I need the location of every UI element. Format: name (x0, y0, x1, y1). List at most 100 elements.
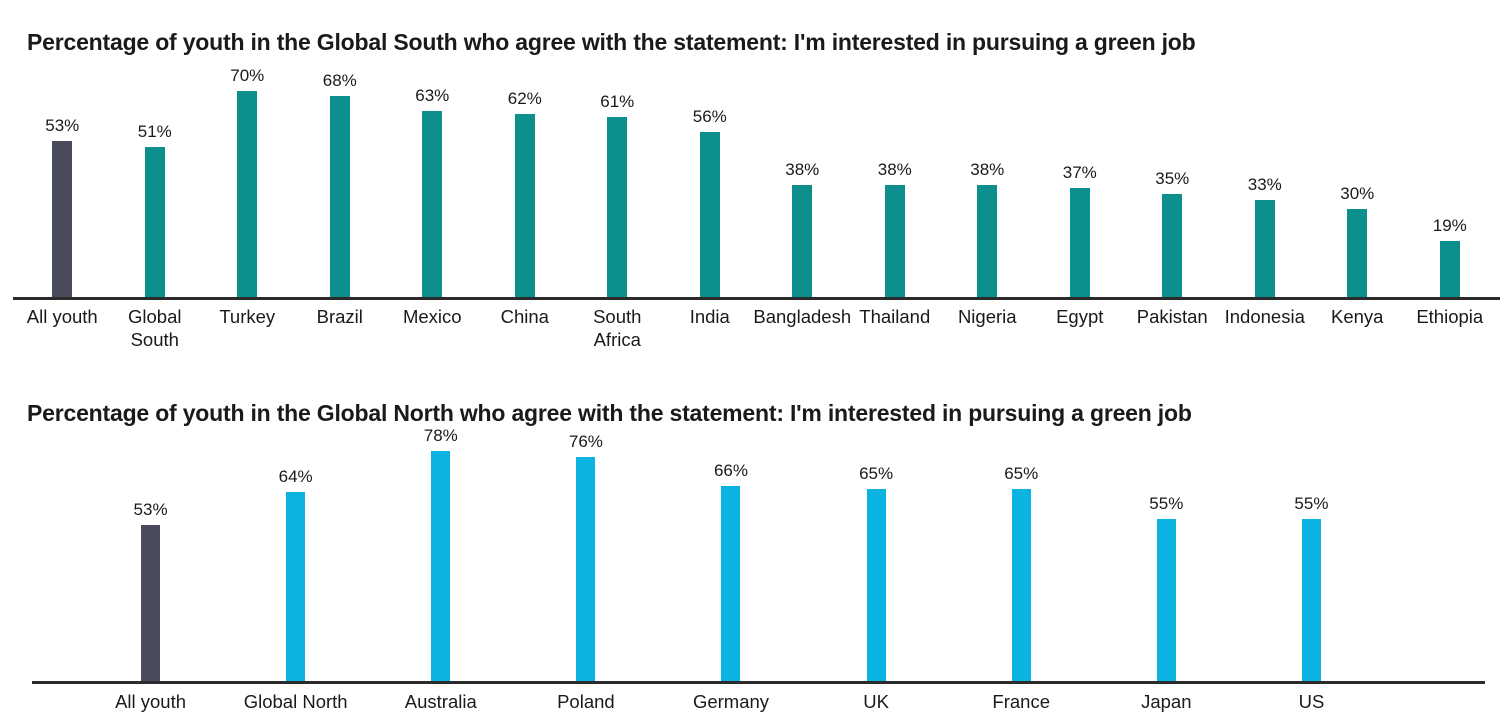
bar-column-mexico: 63% (386, 86, 479, 297)
bar-india (699, 131, 720, 297)
bar-all-youth (141, 524, 161, 681)
bar-value-label-germany: 66% (713, 461, 748, 481)
bar-column-japan: 55% (1094, 494, 1239, 681)
category-label-nigeria: Nigeria (941, 305, 1034, 328)
bar-turkey (237, 90, 258, 297)
bar-column-thailand: 38% (849, 160, 942, 297)
bar-column-turkey: 70% (201, 66, 294, 297)
bar-thailand (884, 184, 905, 297)
category-label-text: Bangladesh (753, 306, 852, 327)
category-label-text: Nigeria (957, 306, 1017, 327)
bar-column-all-youth: 53% (16, 116, 109, 297)
bar-column-global-south: 51% (109, 122, 202, 297)
category-label-turkey: Turkey (201, 305, 294, 328)
bar-germany (721, 486, 741, 681)
bar-value-label-south-africa: 61% (600, 92, 635, 112)
category-label-mexico: Mexico (386, 305, 479, 328)
bar-column-kenya: 30% (1311, 183, 1404, 297)
bar-value-label-all-youth: 53% (133, 499, 168, 519)
bar-value-label-pakistan: 35% (1155, 168, 1190, 188)
category-label-japan: Japan (1094, 690, 1239, 713)
plot-area-global-north: 53% 64% 78% 76% 66% 65% 65% 55% 55% (78, 426, 1384, 681)
category-label-global-south: Global South (109, 305, 202, 351)
bar-bangladesh (792, 184, 813, 297)
category-label-indonesia: Indonesia (1219, 305, 1312, 328)
category-label-australia: Australia (368, 690, 513, 713)
category-label-germany: Germany (658, 690, 803, 713)
bar-australia (431, 450, 451, 681)
bar-china (514, 114, 535, 297)
category-label-text: India (689, 306, 730, 327)
bar-poland (576, 456, 596, 681)
category-label-text: Kenya (1331, 306, 1384, 327)
category-label-text: Ethiopia (1416, 306, 1484, 327)
category-label-text: Mexico (402, 306, 462, 327)
x-axis-line-global-south (13, 297, 1500, 300)
bar-uk (866, 489, 886, 681)
category-label-text: Global North (243, 691, 348, 712)
category-label-text: Germany (692, 691, 770, 712)
bar-value-label-global-south: 51% (137, 121, 172, 141)
plot-area-global-south: 53% 51% 70% 68% 63% 62% 61% 56% 38% 38% 38% 37% 35% 3… (16, 56, 1496, 297)
bar-value-label-ethiopia: 19% (1432, 215, 1467, 235)
category-label-egypt: Egypt (1034, 305, 1127, 328)
category-label-bangladesh: Bangladesh (753, 305, 852, 328)
bar-value-label-kenya: 30% (1340, 183, 1375, 203)
bar-column-france: 65% (949, 464, 1094, 681)
chart-title-global-south: Percentage of youth in the Global South … (27, 29, 1196, 56)
bar-column-brazil: 68% (294, 71, 387, 297)
bar-south-africa (607, 117, 628, 297)
category-label-text: Egypt (1056, 306, 1104, 327)
bar-value-label-australia: 78% (423, 425, 458, 445)
bar-egypt (1069, 187, 1090, 297)
category-label-text: All youth (115, 691, 187, 712)
category-label-text: South Africa (593, 306, 642, 350)
category-label-text: China (500, 306, 549, 327)
category-label-south-africa: South Africa (571, 305, 664, 351)
category-label-ethiopia: Ethiopia (1404, 305, 1497, 328)
bar-pakistan (1162, 193, 1183, 297)
bar-column-india: 56% (664, 107, 757, 297)
category-label-global-north: Global North (223, 690, 368, 713)
bar-value-label-bangladesh: 38% (785, 159, 820, 179)
category-label-kenya: Kenya (1311, 305, 1404, 328)
category-label-text: Turkey (219, 306, 276, 327)
category-axis-global-south: All youth Global South Turkey Brazil Mexico C… (16, 305, 1496, 351)
category-label-text: Pakistan (1136, 306, 1208, 327)
bar-indonesia (1254, 199, 1275, 297)
bar-column-china: 62% (479, 89, 572, 297)
bar-column-pakistan: 35% (1126, 169, 1219, 297)
bar-value-label-indonesia: 33% (1247, 174, 1282, 194)
bar-brazil (329, 96, 350, 297)
bar-france (1011, 489, 1031, 681)
bar-column-germany: 66% (658, 461, 803, 681)
bar-column-poland: 76% (513, 432, 658, 681)
category-label-poland: Poland (513, 690, 658, 713)
category-label-text: Global South (128, 306, 182, 350)
bar-column-egypt: 37% (1034, 163, 1127, 297)
category-label-text: All youth (26, 306, 98, 327)
category-axis-global-north: All youth Global North Australia Poland Germ… (78, 690, 1384, 713)
category-label-text: US (1298, 691, 1325, 712)
bar-value-label-uk: 65% (859, 464, 894, 484)
bar-value-label-poland: 76% (568, 431, 603, 451)
category-label-text: Brazil (316, 306, 363, 327)
bar-nigeria (977, 184, 998, 297)
bar-value-label-nigeria: 38% (970, 159, 1005, 179)
bar-value-label-us: 55% (1294, 493, 1329, 513)
bar-column-south-africa: 61% (571, 92, 664, 297)
bar-column-australia: 78% (368, 426, 513, 681)
category-label-india: India (664, 305, 757, 328)
category-label-text: Poland (557, 691, 615, 712)
category-label-text: France (992, 691, 1050, 712)
bar-all-youth (52, 140, 73, 297)
bar-kenya (1347, 208, 1368, 297)
bar-value-label-egypt: 37% (1062, 162, 1097, 182)
bar-column-uk: 65% (804, 464, 949, 681)
x-axis-line-global-north (32, 681, 1485, 684)
bar-global-north (286, 492, 306, 681)
bar-value-label-india: 56% (692, 106, 727, 126)
bar-column-global-north: 64% (223, 467, 368, 681)
